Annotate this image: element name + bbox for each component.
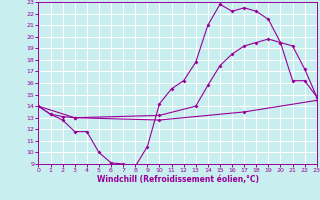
X-axis label: Windchill (Refroidissement éolien,°C): Windchill (Refroidissement éolien,°C) [97, 175, 259, 184]
